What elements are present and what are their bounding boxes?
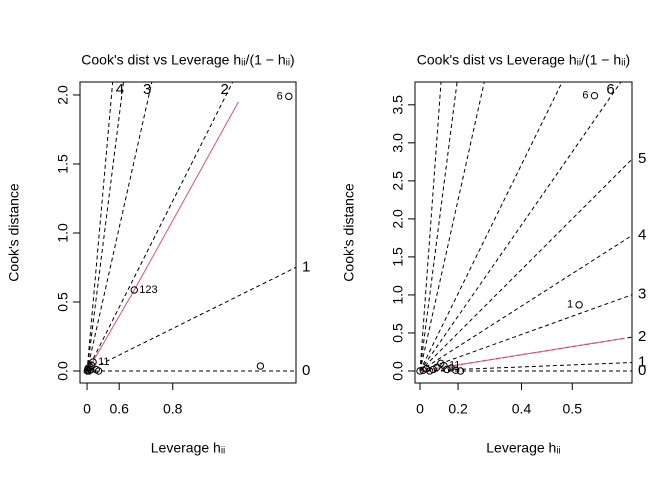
y-tick-label: 3.0 [390, 133, 406, 153]
contour-line [86, 266, 296, 372]
contour-line [419, 235, 632, 372]
plot-area [86, 82, 296, 372]
contour-line [419, 158, 632, 372]
data-point [590, 91, 599, 100]
contour-label: 6 [606, 81, 614, 98]
x-tick-label: 0.4 [512, 401, 532, 417]
contour-line [419, 82, 485, 372]
y-axis-label: Cook's distance [6, 183, 22, 282]
data-point [256, 362, 265, 370]
point-label: 6 [582, 90, 588, 102]
contour-label: 1 [638, 353, 646, 370]
contour-line [86, 82, 234, 372]
y-tick-label: 3.5 [390, 95, 406, 115]
point-label: 6 [277, 90, 283, 102]
contour-label: 1 [302, 258, 310, 275]
data-point [89, 358, 97, 366]
y-tick-label: 0.5 [390, 323, 406, 343]
y-tick-label: 0.0 [390, 361, 406, 381]
x-tick-label: 0.6 [109, 401, 129, 417]
contour-line [419, 294, 632, 372]
y-tick-label: 0.0 [55, 361, 71, 381]
data-point [456, 367, 465, 375]
x-tick-label: 0.8 [163, 401, 183, 417]
y-tick-label: 2.0 [55, 85, 71, 105]
fit-line [87, 101, 239, 372]
y-axis-label: Cook's distance [341, 183, 357, 282]
data-point [285, 92, 293, 101]
point-label: 123 [139, 284, 157, 296]
x-tick-label: 0.5 [563, 401, 583, 417]
chart-title: Cook's dist vs Leverage hᵢᵢ/(1 − hᵢᵢ) [81, 52, 294, 68]
y-tick-label: 1.0 [55, 223, 71, 243]
contour-label: 4 [116, 81, 124, 98]
contour-line [419, 362, 632, 372]
contour-label: 4 [638, 226, 646, 243]
x-tick-label: 0 [416, 401, 424, 417]
y-tick-label: 2.5 [390, 171, 406, 191]
y-tick-label: 1.5 [390, 247, 406, 267]
x-tick-label: 0 [83, 401, 91, 417]
y-tick-label: 0.5 [55, 292, 71, 312]
plot-box [79, 81, 297, 384]
data-point [87, 365, 95, 374]
contour-label: 2 [638, 328, 646, 345]
contour-line [419, 82, 622, 372]
chart-title: Cook's dist vs Leverage hᵢᵢ/(1 − hᵢᵢ) [417, 52, 630, 68]
data-point [416, 367, 424, 375]
contour-label: 3 [143, 81, 151, 98]
plot-box [414, 81, 633, 384]
contour-label: 3 [638, 286, 646, 303]
x-axis-label: Leverage hᵢᵢ [486, 440, 560, 456]
fit-line [419, 337, 625, 372]
plot-area [419, 82, 632, 372]
contour-label: 0 [302, 362, 310, 379]
x-tick-label: 0.2 [448, 401, 468, 417]
data-point [88, 361, 96, 370]
data-point [94, 367, 103, 375]
data-point [433, 363, 441, 371]
contour-line [419, 82, 563, 372]
data-point [447, 364, 455, 372]
contour-label: 5 [638, 150, 646, 167]
contour-label: 2 [220, 81, 228, 98]
y-tick-label: 1.0 [390, 285, 406, 305]
data-point [575, 301, 583, 309]
point-label: 11 [449, 360, 460, 372]
x-axis-label: Leverage hᵢᵢ [151, 440, 225, 456]
y-tick-label: 2.0 [390, 209, 406, 229]
y-tick-label: 1.5 [55, 154, 71, 174]
data-point [443, 365, 451, 374]
contour-label: 0 [638, 362, 646, 379]
data-point [426, 367, 434, 375]
point-label: 11 [98, 356, 109, 368]
data-point [452, 366, 460, 374]
data-point [429, 365, 437, 374]
point-label: 1 [567, 299, 573, 311]
data-point [130, 286, 138, 294]
